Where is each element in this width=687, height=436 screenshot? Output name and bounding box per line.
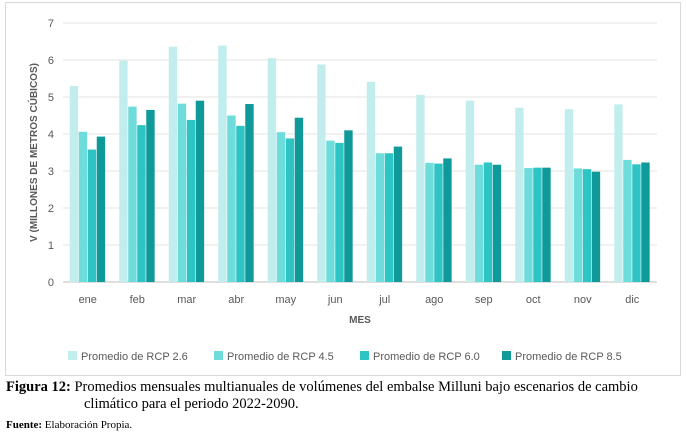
bar: [375, 153, 385, 282]
x-tick-label: may: [275, 294, 296, 306]
y-axis-title: V (MILLONES DE METROS CÚBICOS): [27, 63, 40, 242]
bar: [542, 167, 551, 282]
bar: [326, 140, 335, 282]
x-tick-label: nov: [574, 294, 592, 306]
x-tick-label: sep: [475, 294, 493, 306]
bar: [425, 162, 434, 282]
bar: [465, 100, 475, 282]
y-tick-label: 0: [48, 277, 54, 289]
x-tick-label: mar: [177, 294, 196, 306]
bar: [285, 138, 295, 282]
bar: [236, 125, 245, 282]
bar: [632, 164, 641, 282]
bar: [393, 146, 403, 282]
bar: [335, 142, 344, 282]
x-tick-label: feb: [130, 294, 145, 306]
caption-line-1: Promedios mensuales multianuales de volú…: [74, 379, 638, 395]
legend-swatch: [360, 351, 369, 360]
caption-line-2: climático para el periodo 2022-2090.: [84, 396, 299, 412]
legend-label: Promedio de RCP 8.5: [515, 351, 622, 363]
x-tick-label: jul: [378, 294, 390, 306]
bar: [245, 104, 254, 282]
bar: [276, 132, 286, 282]
bar: [443, 158, 452, 282]
bar: [614, 104, 623, 283]
x-tick-label: ene: [79, 294, 97, 306]
y-tick-label: 3: [48, 166, 54, 178]
bar: [384, 153, 394, 282]
bar: [137, 125, 146, 283]
y-tick-label: 4: [48, 129, 54, 141]
bar: [564, 109, 574, 283]
bar: [641, 162, 650, 282]
x-tick-label: dic: [625, 294, 640, 306]
bar: [168, 46, 178, 283]
bar: [87, 149, 97, 282]
legend-swatch: [68, 351, 77, 360]
bar: [96, 136, 106, 282]
figure-source: Fuente: Elaboración Propia.: [6, 419, 132, 431]
bar: [524, 168, 533, 282]
bar: [267, 58, 277, 283]
bar: [195, 100, 205, 282]
bar: [177, 103, 187, 282]
y-tick-label: 2: [48, 203, 54, 215]
bar: [573, 168, 583, 282]
bar: [474, 164, 484, 282]
y-tick-label: 1: [48, 240, 54, 252]
bar: [591, 171, 601, 282]
legend-label: Promedio de RCP 4.5: [227, 351, 334, 363]
bar: [366, 81, 376, 282]
bar: [434, 163, 443, 282]
bar: [317, 64, 326, 282]
x-tick-label: abr: [228, 294, 244, 306]
bar: [218, 45, 227, 282]
x-tick-label: ago: [425, 294, 443, 306]
caption-label: Figura 12:: [6, 379, 71, 395]
x-tick-label: oct: [526, 294, 541, 306]
bar: [128, 106, 137, 283]
bar: [78, 131, 88, 282]
bar: [533, 167, 542, 282]
y-tick-label: 6: [48, 55, 54, 67]
y-tick-label: 5: [48, 92, 54, 104]
source-text: Elaboración Propia.: [44, 419, 133, 431]
legend-label: Promedio de RCP 6.0: [373, 351, 480, 363]
bar: [119, 60, 128, 282]
legend-label: Promedio de RCP 2.6: [81, 351, 188, 363]
bar: [294, 117, 304, 282]
bar: [69, 85, 79, 283]
bar: [582, 169, 592, 282]
bar: [483, 162, 493, 282]
x-tick-label: jun: [327, 294, 343, 306]
bar: [492, 164, 502, 282]
bar: [227, 115, 236, 282]
bar: [515, 107, 524, 282]
bar-chart: 0 1 2 3 4 5 6 7 ene feb mar abr may jun jul ago sep oct no…: [27, 18, 657, 363]
y-tick-label: 7: [48, 18, 54, 30]
chart-frame: 0 1 2 3 4 5 6 7 ene feb mar abr may jun jul ago sep oct no…: [5, 2, 681, 376]
source-label: Fuente:: [6, 419, 43, 431]
bar: [344, 130, 353, 282]
bar: [623, 159, 632, 282]
bar: [416, 94, 425, 282]
legend-swatch: [502, 351, 511, 360]
x-axis-title: MES: [349, 315, 371, 326]
legend-swatch: [214, 351, 223, 360]
bar: [186, 119, 196, 282]
bar: [146, 109, 155, 282]
figure-caption: Figura 12: Promedios mensuales multianua…: [6, 379, 682, 413]
